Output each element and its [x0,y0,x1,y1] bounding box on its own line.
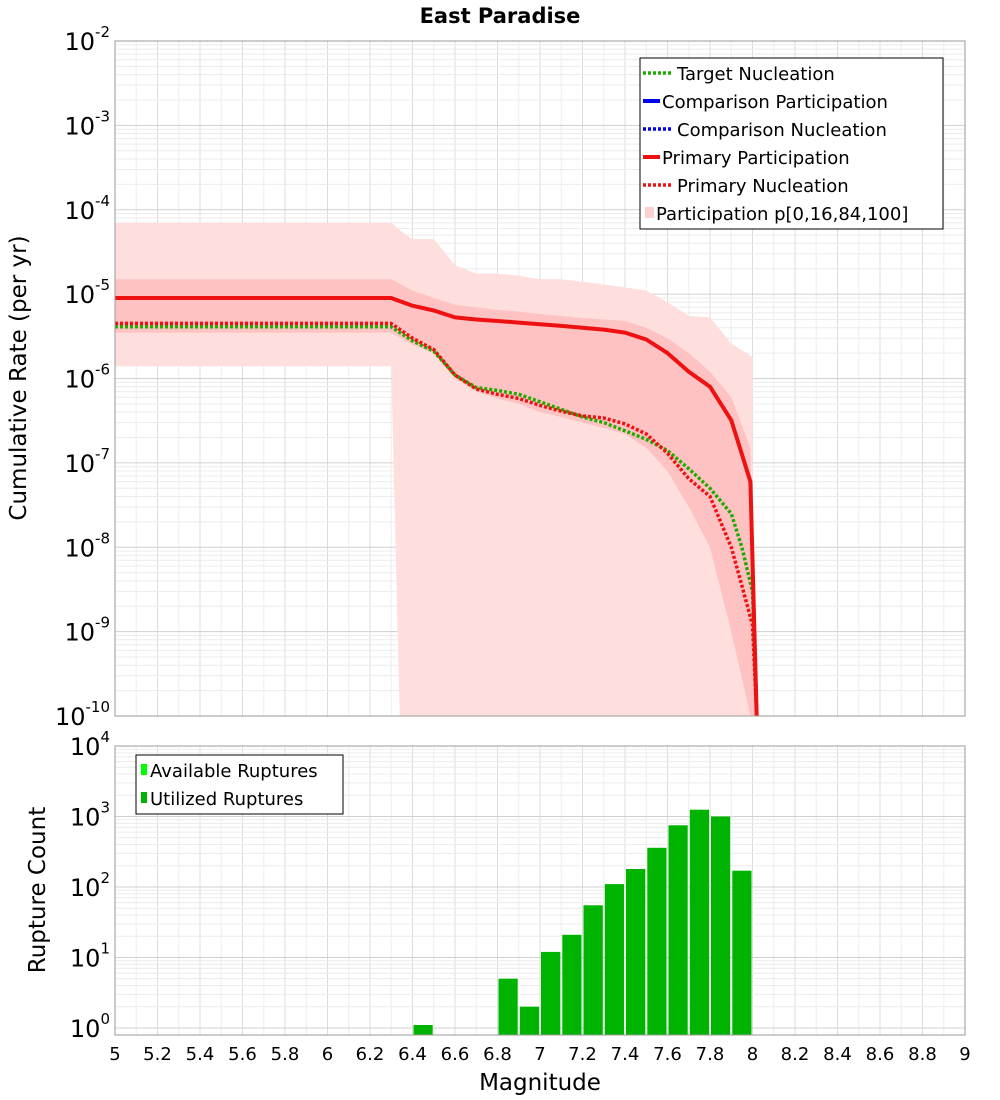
rupture-count-bar [711,816,731,1035]
legend-label-available-ruptures: Available Ruptures [150,761,318,782]
x-tick-label: 8.4 [823,1044,852,1065]
count-legend: Available Ruptures Utilized Ruptures [135,754,344,815]
series-line-target-nucleation [115,325,759,717]
x-tick-label: 5.2 [143,1044,172,1065]
x-axis-label: Magnitude [479,1070,601,1096]
rupture-count-bar [732,870,752,1035]
rate-plot-frame [114,40,966,717]
count-y-tick-label: 104 [70,728,110,761]
rupture-count-bar [689,809,710,1035]
rate-y-label: Cumulative Rate (per yr) [6,235,32,520]
rate-lines [115,296,759,717]
count-chart: 100 101 102 103 104 5 5.2 5.4 5.6 5.8 6 6.2 6.4 6.6 6… [25,728,971,1096]
x-tick-label: 6.8 [483,1044,512,1065]
legend-label-target-nucleation: Target Nucleation [676,64,835,85]
series-line-primary-participation [115,296,759,717]
series-line-primary-nucleation [115,321,759,717]
x-tick-label: 7.2 [568,1044,597,1065]
legend-swatch-participation-band [645,207,654,218]
x-tick-label: 9 [959,1044,970,1065]
x-tick-label: 5 [109,1044,120,1065]
rupture-count-bar [626,869,646,1035]
x-tick-label: 8.8 [908,1044,937,1065]
count-bars [413,809,752,1035]
x-tick-label: 5.4 [186,1044,215,1065]
rate-legend: Target Nucleation Comparison Participati… [639,57,944,230]
x-ticks: 5 5.2 5.4 5.6 5.8 6 6.2 6.4 6.6 6.8 7 7.2 7.4 7.6 7.8 8… [109,1044,970,1065]
x-tick-label: 8.2 [781,1044,810,1065]
rate-chart: 10-10 10-9 10-8 10-7 10-6 10-5 10-4 10-3 10-2 Ea… [6,4,966,731]
x-tick-label: 6 [322,1044,333,1065]
rate-y-tick-label: 10-10 [55,698,110,731]
legend-label-participation-band: Participation p[0,16,84,100] [656,204,908,225]
rate-y-tick-label: 10-8 [64,529,110,562]
legend-label-utilized-ruptures: Utilized Ruptures [150,789,303,810]
x-tick-label: 7 [534,1044,545,1065]
legend-label-primary-participation: Primary Participation [662,148,850,169]
legend-label-primary-nucleation: Primary Nucleation [677,176,849,197]
count-y-tick-label: 102 [70,869,110,902]
rate-y-ticks: 10-10 10-9 10-8 10-7 10-6 10-5 10-4 10-3 10-2 [55,23,110,731]
rupture-count-bar [519,1006,540,1035]
rupture-count-bar [668,825,688,1035]
rate-y-tick-label: 10-7 [64,445,110,478]
rate-legend-box [639,57,944,230]
count-y-tick-label: 100 [70,1010,110,1043]
rupture-count-bar [562,934,582,1035]
rupture-count-bar [604,884,624,1035]
count-plot-frame [114,745,966,1036]
x-tick-label: 7.4 [611,1044,640,1065]
legend-label-comparison-participation: Comparison Participation [662,92,888,113]
count-y-ticks: 100 101 102 103 104 [70,728,110,1043]
count-legend-box [135,754,344,815]
band-p16-p84 [115,279,757,716]
rate-y-tick-label: 10-4 [64,192,110,225]
rate-y-tick-label: 10-6 [64,361,110,394]
legend-swatch-utilized-ruptures [141,792,147,803]
rate-y-tick-label: 10-2 [64,23,110,56]
rate-y-tick-label: 10-3 [64,107,110,140]
rate-bands [115,222,757,717]
x-tick-label: 6.6 [441,1044,470,1065]
chart-title: East Paradise [420,4,581,28]
rupture-count-bar [541,951,561,1035]
rupture-count-bar [647,847,667,1035]
x-tick-label: 8 [747,1044,758,1065]
x-tick-label: 7.8 [696,1044,725,1065]
legend-swatch-available-ruptures [141,764,147,775]
rupture-count-bar [413,1025,433,1035]
x-tick-label: 5.6 [228,1044,257,1065]
x-tick-label: 5.8 [271,1044,300,1065]
rupture-count-bar [498,978,518,1035]
count-y-tick-label: 101 [70,939,110,972]
legend-label-comparison-nucleation: Comparison Nucleation [677,120,887,141]
rate-y-tick-label: 10-9 [64,614,110,647]
x-tick-label: 6.2 [356,1044,385,1065]
count-y-label: Rupture Count [25,807,51,973]
rate-y-tick-label: 10-5 [64,276,110,309]
rupture-count-bar [583,905,603,1035]
x-tick-label: 8.6 [866,1044,895,1065]
x-tick-label: 6.4 [398,1044,427,1065]
count-y-tick-label: 103 [70,798,110,831]
x-tick-label: 7.6 [653,1044,682,1065]
